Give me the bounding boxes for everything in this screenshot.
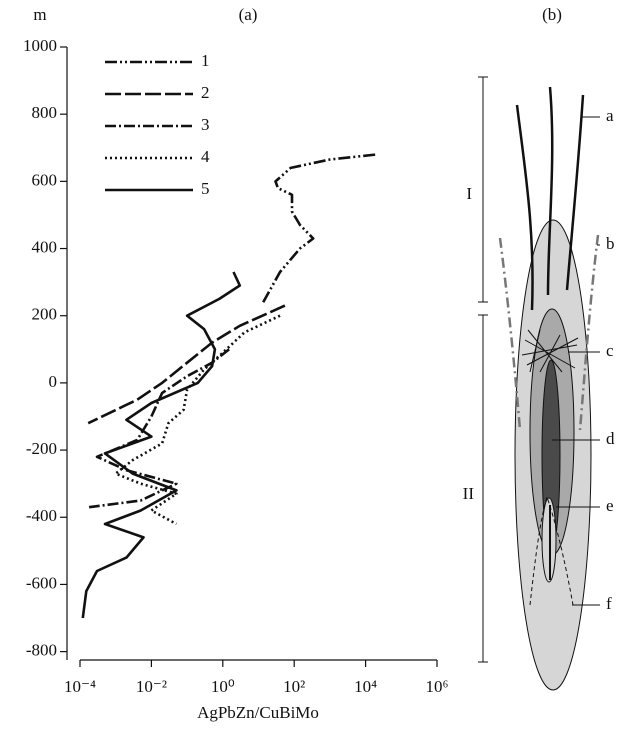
diagram: (b) I II a b c d e f xyxy=(463,5,615,691)
leader-lines xyxy=(552,116,600,606)
legend-label: 4 xyxy=(201,147,210,166)
series-line xyxy=(88,348,230,509)
x-tick-label: 10⁴ xyxy=(354,677,377,696)
callout-label: b xyxy=(606,234,615,253)
y-tick-label: 200 xyxy=(32,305,58,324)
y-tick-label: 800 xyxy=(32,103,58,122)
y-tick-label: -800 xyxy=(26,641,57,660)
crosshatch xyxy=(521,329,579,373)
legend-label: 1 xyxy=(201,51,210,70)
x-tick-label: 10⁻⁴ xyxy=(64,677,96,696)
legend-label: 2 xyxy=(201,83,210,102)
series-line xyxy=(81,271,242,619)
callout-label: e xyxy=(606,496,614,515)
y-tick-label: 400 xyxy=(32,237,58,256)
diagram-title: (b) xyxy=(542,5,562,24)
zone-label: I xyxy=(466,184,472,203)
callout-label: a xyxy=(606,106,614,125)
y-tick-label: -200 xyxy=(26,439,57,458)
y-tick-label: -600 xyxy=(26,573,57,592)
series-line xyxy=(114,314,281,526)
bracket xyxy=(478,76,488,303)
series-line xyxy=(262,153,377,303)
veins xyxy=(515,86,585,311)
x-tick-label: 10² xyxy=(283,677,305,696)
series-line xyxy=(87,304,286,425)
zone-label: II xyxy=(463,484,475,503)
bracket xyxy=(478,314,488,663)
x-tick-label: 10⁶ xyxy=(426,677,449,696)
y-tick-label: 600 xyxy=(32,170,58,189)
legend-label: 3 xyxy=(201,115,210,134)
chart-title: (a) xyxy=(239,5,258,24)
callout-label: f xyxy=(606,594,612,613)
x-tick-label: 10⁻² xyxy=(136,677,167,696)
y-tick-label: -400 xyxy=(26,506,57,525)
x-tick-label: 10⁰ xyxy=(211,677,235,696)
gray-contours xyxy=(498,234,600,431)
y-axis-label: m xyxy=(33,5,46,24)
callout-label: c xyxy=(606,341,614,360)
y-tick-label: 0 xyxy=(49,372,58,391)
callout-label: d xyxy=(606,429,615,448)
x-axis-label: AgPbZn/CuBiMo xyxy=(197,703,319,722)
legend-label: 5 xyxy=(201,179,210,198)
y-tick-label: 1000 xyxy=(23,36,57,55)
